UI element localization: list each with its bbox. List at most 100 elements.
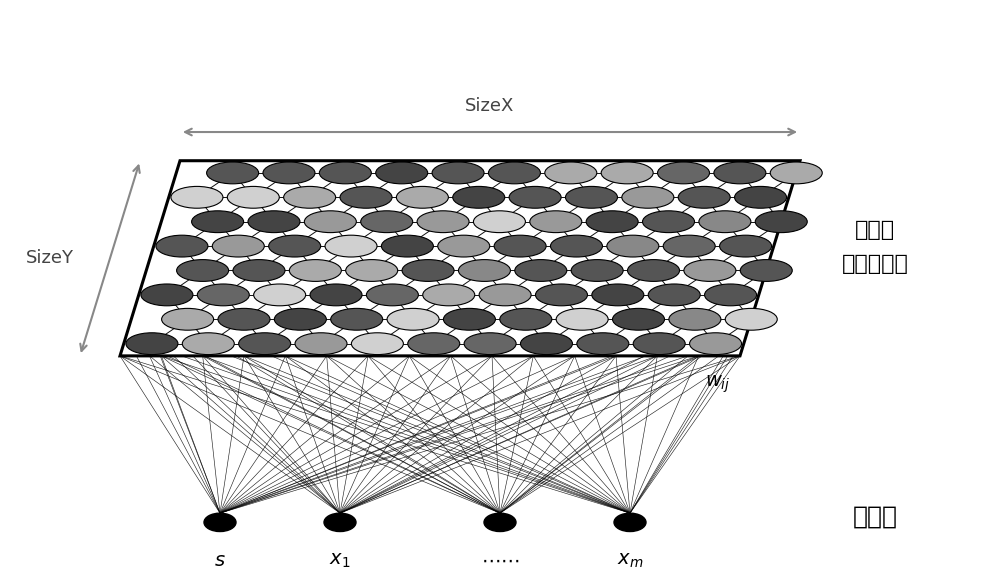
Text: $s$: $s$ [214,551,226,570]
Ellipse shape [592,284,644,306]
Ellipse shape [331,308,383,330]
Text: $\cdots\cdots$: $\cdots\cdots$ [481,551,519,570]
Ellipse shape [571,259,623,281]
Ellipse shape [340,187,392,208]
Ellipse shape [263,162,315,184]
Ellipse shape [648,284,700,306]
Ellipse shape [171,187,223,208]
Ellipse shape [494,235,546,257]
Ellipse shape [227,187,279,208]
Ellipse shape [254,284,306,306]
Text: 输出层: 输出层 [855,220,895,239]
Ellipse shape [678,187,730,208]
Ellipse shape [725,308,777,330]
Ellipse shape [601,162,653,184]
Ellipse shape [376,162,428,184]
Ellipse shape [755,211,807,232]
Ellipse shape [586,211,638,232]
Ellipse shape [643,211,695,232]
Ellipse shape [269,235,321,257]
Ellipse shape [684,259,736,281]
Ellipse shape [346,259,398,281]
Ellipse shape [274,308,326,330]
Text: SizeY: SizeY [26,249,74,267]
Ellipse shape [387,308,439,330]
Ellipse shape [248,211,300,232]
Ellipse shape [464,333,516,355]
Ellipse shape [289,259,341,281]
Ellipse shape [500,308,552,330]
Ellipse shape [458,259,510,281]
Text: $x_m$: $x_m$ [617,551,643,570]
Ellipse shape [535,284,587,306]
Ellipse shape [453,187,505,208]
Ellipse shape [520,333,572,355]
Ellipse shape [633,333,685,355]
Ellipse shape [396,187,448,208]
Text: （竞争层）: （竞争层） [842,254,908,274]
Ellipse shape [233,259,285,281]
Ellipse shape [207,162,259,184]
Ellipse shape [192,211,244,232]
Ellipse shape [423,284,475,306]
Ellipse shape [530,211,582,232]
Ellipse shape [218,308,270,330]
Text: SizeX: SizeX [465,97,515,115]
Ellipse shape [366,284,418,306]
Ellipse shape [488,162,540,184]
Ellipse shape [550,235,602,257]
Ellipse shape [310,284,362,306]
Ellipse shape [361,211,413,232]
Ellipse shape [770,162,822,184]
Ellipse shape [735,187,787,208]
Ellipse shape [473,211,525,232]
Ellipse shape [304,211,356,232]
Ellipse shape [177,259,229,281]
Ellipse shape [402,259,454,281]
Ellipse shape [126,333,178,355]
Ellipse shape [197,284,249,306]
Ellipse shape [212,235,264,257]
Ellipse shape [628,259,680,281]
Ellipse shape [740,259,792,281]
Ellipse shape [622,187,674,208]
Ellipse shape [565,187,617,208]
Ellipse shape [705,284,757,306]
Ellipse shape [714,162,766,184]
Ellipse shape [408,333,460,355]
Ellipse shape [613,308,665,330]
Ellipse shape [284,187,336,208]
Text: 输入层: 输入层 [852,505,898,529]
Ellipse shape [351,333,403,355]
Ellipse shape [509,187,561,208]
Text: $w_{ij}$: $w_{ij}$ [705,374,731,395]
Ellipse shape [720,235,772,257]
Ellipse shape [182,333,234,355]
Ellipse shape [545,162,597,184]
Ellipse shape [699,211,751,232]
Ellipse shape [658,162,710,184]
Circle shape [324,513,356,532]
Ellipse shape [295,333,347,355]
Ellipse shape [438,235,490,257]
Ellipse shape [607,235,659,257]
Ellipse shape [669,308,721,330]
Ellipse shape [162,308,214,330]
Circle shape [484,513,516,532]
Ellipse shape [443,308,495,330]
Ellipse shape [141,284,193,306]
Ellipse shape [325,235,377,257]
Ellipse shape [479,284,531,306]
Ellipse shape [577,333,629,355]
Ellipse shape [417,211,469,232]
Ellipse shape [690,333,742,355]
Ellipse shape [556,308,608,330]
Ellipse shape [319,162,371,184]
Circle shape [204,513,236,532]
Ellipse shape [381,235,433,257]
Ellipse shape [663,235,715,257]
Ellipse shape [432,162,484,184]
Polygon shape [120,161,800,356]
Circle shape [614,513,646,532]
Ellipse shape [515,259,567,281]
